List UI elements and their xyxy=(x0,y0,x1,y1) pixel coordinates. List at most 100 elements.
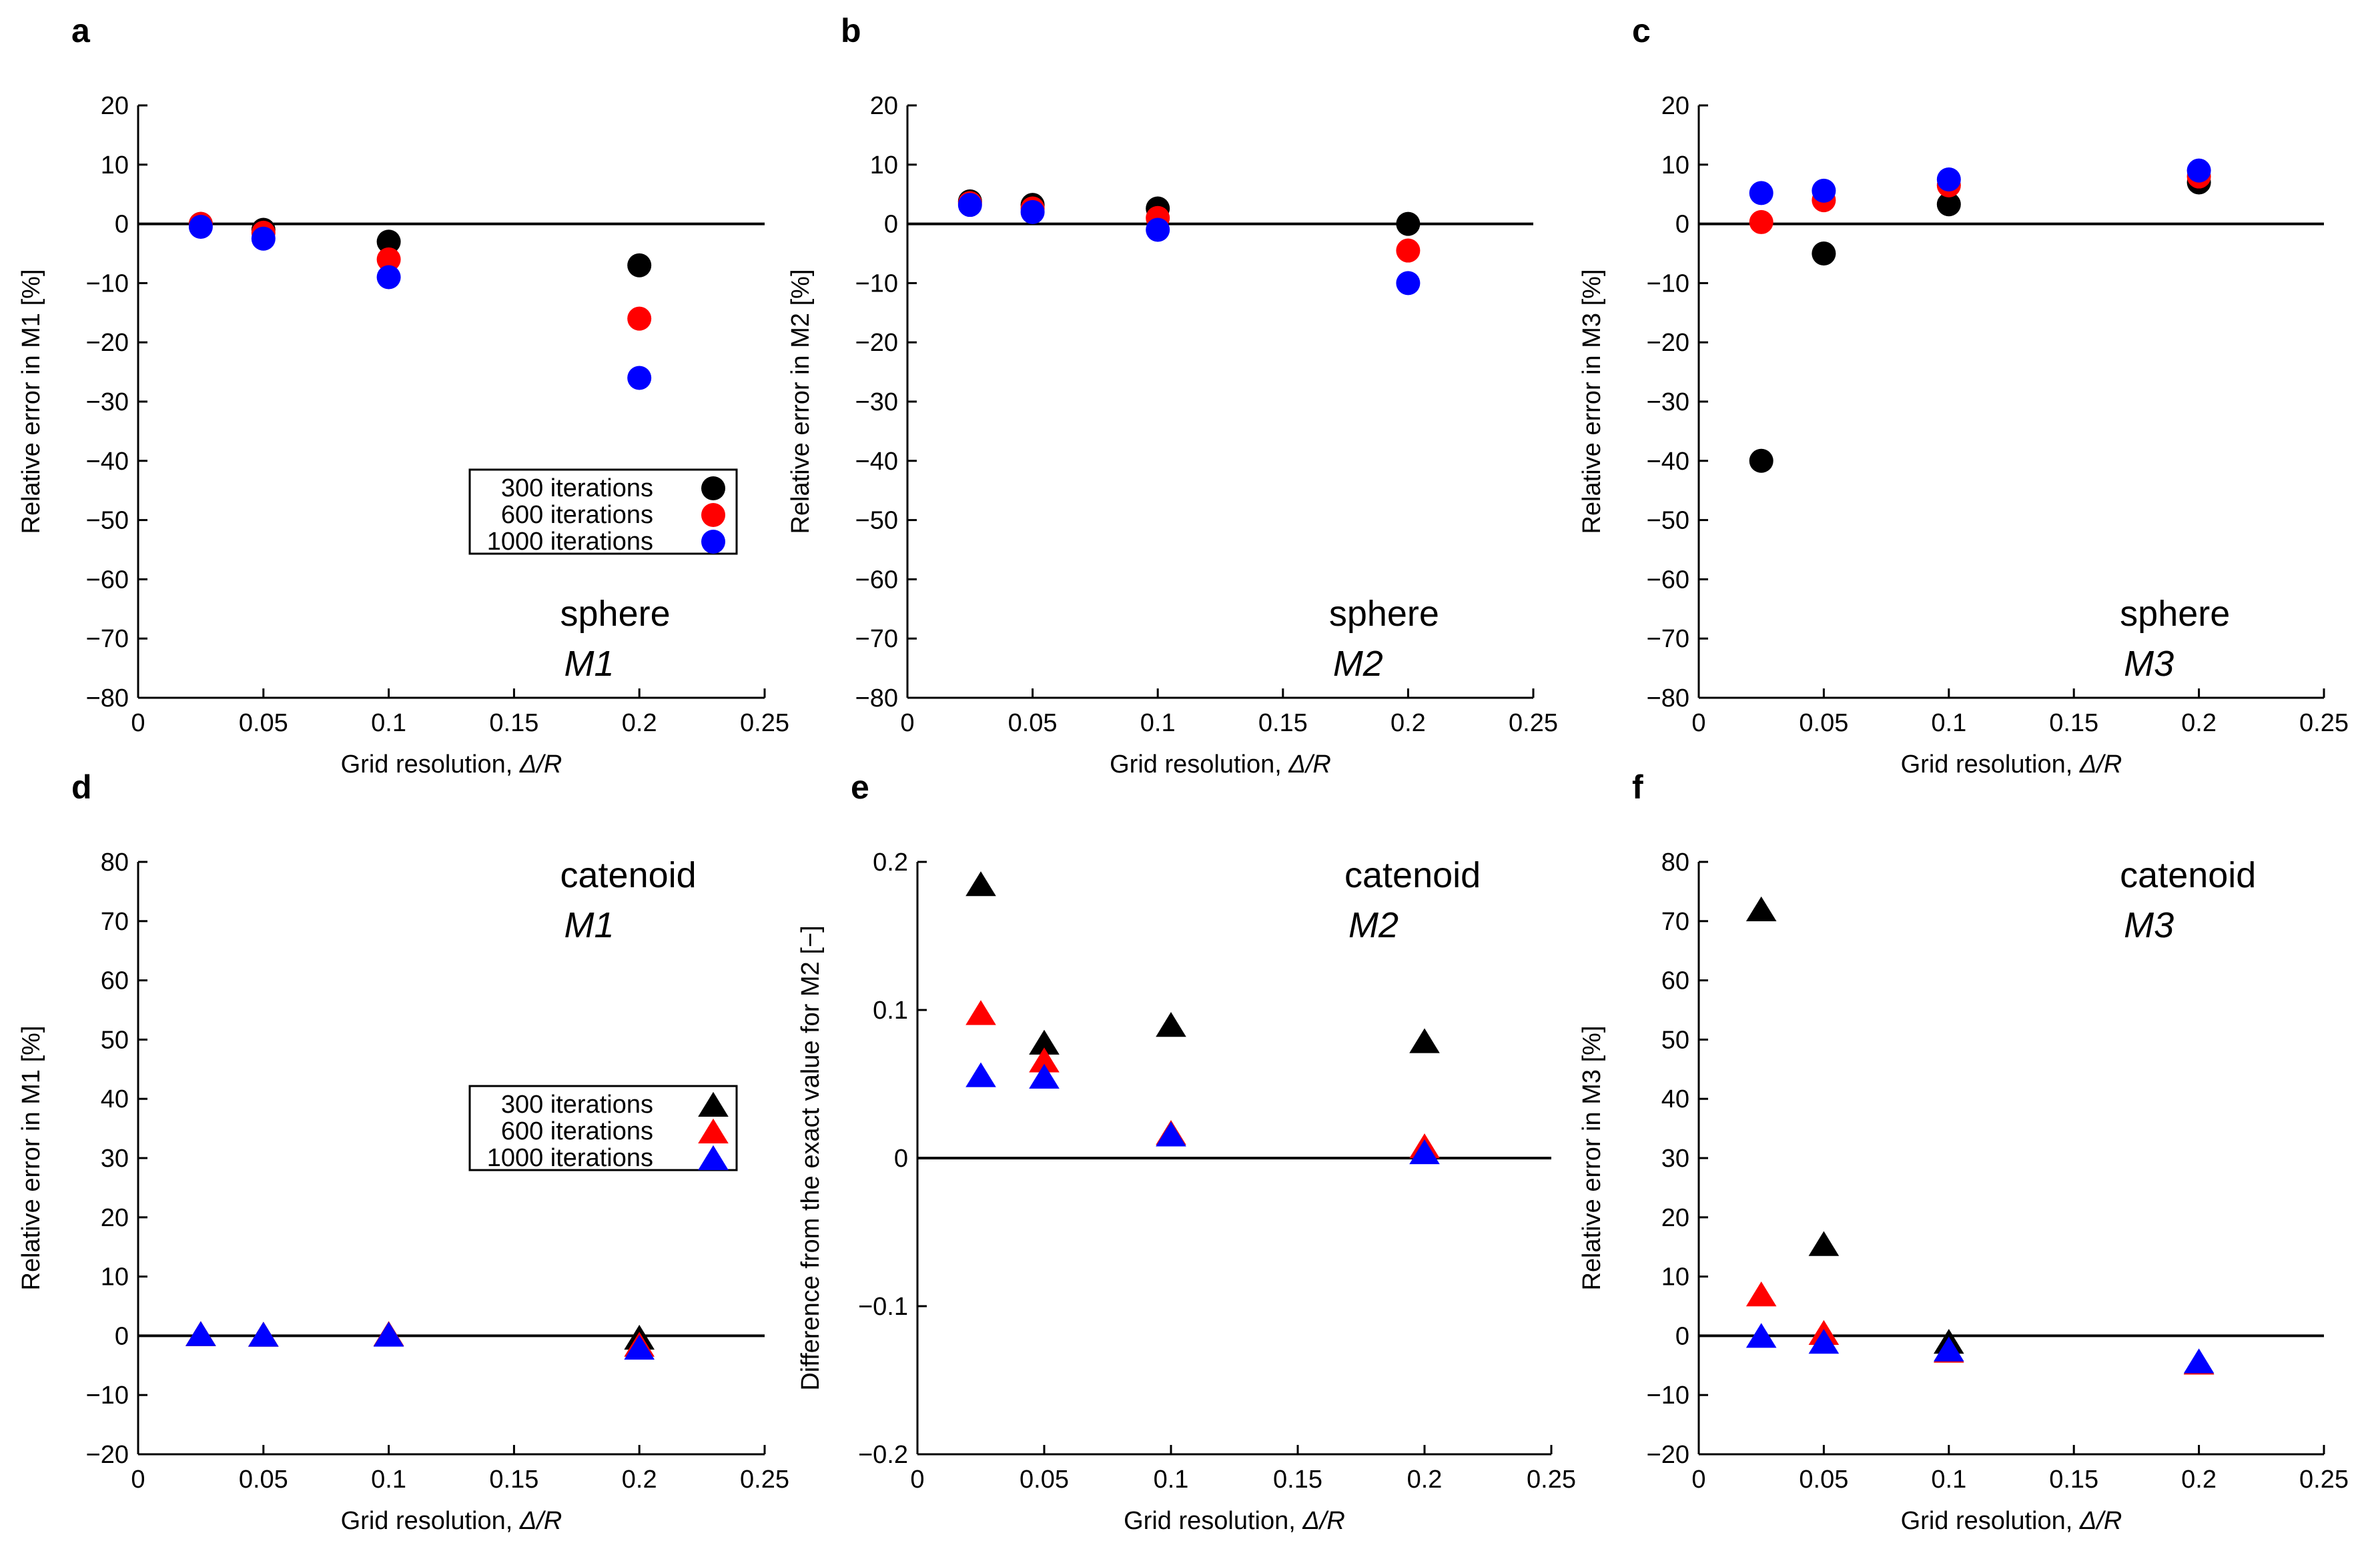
data-point xyxy=(1745,1281,1777,1307)
data-point xyxy=(1020,199,1045,224)
data-point xyxy=(1396,271,1421,296)
y-tick-label: −20 xyxy=(86,329,129,357)
legend-marker xyxy=(701,503,725,527)
series-3 xyxy=(957,193,1421,296)
panel-e: e0.20.10−0.1−0.20 0.05 0.1 0.15 0.2 0.25Grid … xyxy=(797,768,1576,1535)
y-tick-label: −60 xyxy=(86,566,129,594)
data-point xyxy=(1409,1139,1440,1165)
y-tick-label: 80 xyxy=(1661,849,1689,877)
y-tick-label: −10 xyxy=(86,270,129,298)
y-tick-label: 0.1 xyxy=(873,997,908,1025)
x-tick-label: 0.1 xyxy=(1931,709,1966,737)
series-3 xyxy=(185,1321,655,1360)
method-annotation: M3 xyxy=(2124,905,2174,945)
legend-label: 1000 iterations xyxy=(487,1144,653,1172)
series-1 xyxy=(965,871,1440,1055)
y-tick-label: 70 xyxy=(101,908,129,936)
panel-letter: b xyxy=(841,12,861,49)
method-annotation: M2 xyxy=(1333,644,1383,684)
x-tick-label: 0.25 xyxy=(740,709,789,737)
data-point xyxy=(1749,448,1773,473)
x-tick-label: 0.2 xyxy=(1391,709,1426,737)
data-point xyxy=(376,229,401,254)
series-3 xyxy=(965,1062,1440,1165)
y-tick-label: −40 xyxy=(855,448,898,476)
y-tick-label: −20 xyxy=(855,329,898,357)
data-point xyxy=(627,306,652,331)
y-tick-label: −70 xyxy=(86,625,129,653)
panel-letter: a xyxy=(71,12,91,49)
x-tick-label: 0.05 xyxy=(239,1466,288,1494)
y-tick-label: −10 xyxy=(1647,1382,1689,1410)
x-tick-label: 0.15 xyxy=(1273,1466,1322,1494)
shape-annotation: sphere xyxy=(560,594,671,634)
series-3 xyxy=(1745,1323,2215,1374)
shape-annotation: catenoid xyxy=(1344,855,1481,895)
x-tick-label: 0.1 xyxy=(371,1466,406,1494)
x-tick-label: 0.1 xyxy=(1931,1466,1966,1494)
x-axis-label: Grid resolution, Δ/R xyxy=(1110,750,1331,778)
y-tick-label: 0 xyxy=(1675,211,1689,239)
data-point xyxy=(1745,1323,1777,1348)
data-point xyxy=(2187,158,2211,183)
data-point xyxy=(188,215,213,239)
y-tick-label: 20 xyxy=(1661,92,1689,120)
data-point xyxy=(248,1322,279,1347)
data-point xyxy=(1409,1028,1440,1053)
y-tick-label: −20 xyxy=(1647,1441,1689,1469)
y-tick-label: 0.2 xyxy=(873,849,908,877)
y-tick-label: 50 xyxy=(101,1026,129,1054)
x-tick-label: 0.2 xyxy=(2181,1466,2217,1494)
y-tick-label: −70 xyxy=(855,625,898,653)
y-axis-label: Relative error in M1 [%] xyxy=(17,1025,45,1290)
data-point xyxy=(1029,1047,1060,1073)
y-tick-label: 10 xyxy=(101,151,129,179)
x-tick-label: 0.15 xyxy=(2049,709,2098,737)
y-tick-label: −80 xyxy=(86,684,129,712)
data-point xyxy=(1396,211,1421,236)
data-point xyxy=(1745,896,1777,922)
x-tick-label: 0.25 xyxy=(2299,1466,2349,1494)
y-tick-label: 30 xyxy=(101,1145,129,1173)
data-point xyxy=(627,366,652,390)
x-tick-label: 0 xyxy=(900,709,914,737)
x-tick-label: 0.2 xyxy=(2181,709,2217,737)
data-point xyxy=(957,193,982,217)
x-axis-label-symbol: Δ/R xyxy=(519,1507,562,1535)
y-tick-label: −70 xyxy=(1647,625,1689,653)
data-point xyxy=(1749,181,1773,205)
method-annotation: M2 xyxy=(1348,905,1399,945)
y-tick-label: −60 xyxy=(1647,566,1689,594)
y-tick-label: 20 xyxy=(870,92,898,120)
x-tick-label: 0.2 xyxy=(622,1466,657,1494)
x-axis-label-symbol: Δ/R xyxy=(2079,750,2122,778)
x-axis-label-symbol: Δ/R xyxy=(1302,1507,1345,1535)
y-axis-label: Difference from the exact value for M2 [… xyxy=(797,925,825,1390)
panel-letter: e xyxy=(851,768,869,806)
legend-label: 600 iterations xyxy=(501,501,653,529)
y-tick-label: 10 xyxy=(1661,151,1689,179)
y-tick-label: 10 xyxy=(1661,1263,1689,1291)
x-tick-label: 0.1 xyxy=(1140,709,1176,737)
x-axis-label-text: Grid resolution, xyxy=(1124,1507,1302,1535)
y-tick-label: 0 xyxy=(115,1322,129,1350)
panel-letter: c xyxy=(1632,12,1651,49)
y-tick-label: −20 xyxy=(1647,329,1689,357)
legend-marker xyxy=(701,476,725,500)
y-tick-label: 0 xyxy=(1675,1322,1689,1350)
x-tick-label: 0.1 xyxy=(1154,1466,1189,1494)
y-axis-label: Relative error in M3 [%] xyxy=(1578,269,1606,534)
y-tick-label: 50 xyxy=(1661,1026,1689,1054)
x-tick-label: 0.15 xyxy=(2049,1466,2098,1494)
data-point xyxy=(627,253,652,278)
x-axis-label: Grid resolution, Δ/R xyxy=(341,750,562,778)
panel-letter: f xyxy=(1632,768,1643,806)
x-tick-label: 0.15 xyxy=(1258,709,1308,737)
y-tick-label: −60 xyxy=(855,566,898,594)
y-tick-label: −30 xyxy=(86,388,129,416)
x-tick-label: 0.25 xyxy=(1509,709,1558,737)
x-axis-label-text: Grid resolution, xyxy=(341,750,520,778)
